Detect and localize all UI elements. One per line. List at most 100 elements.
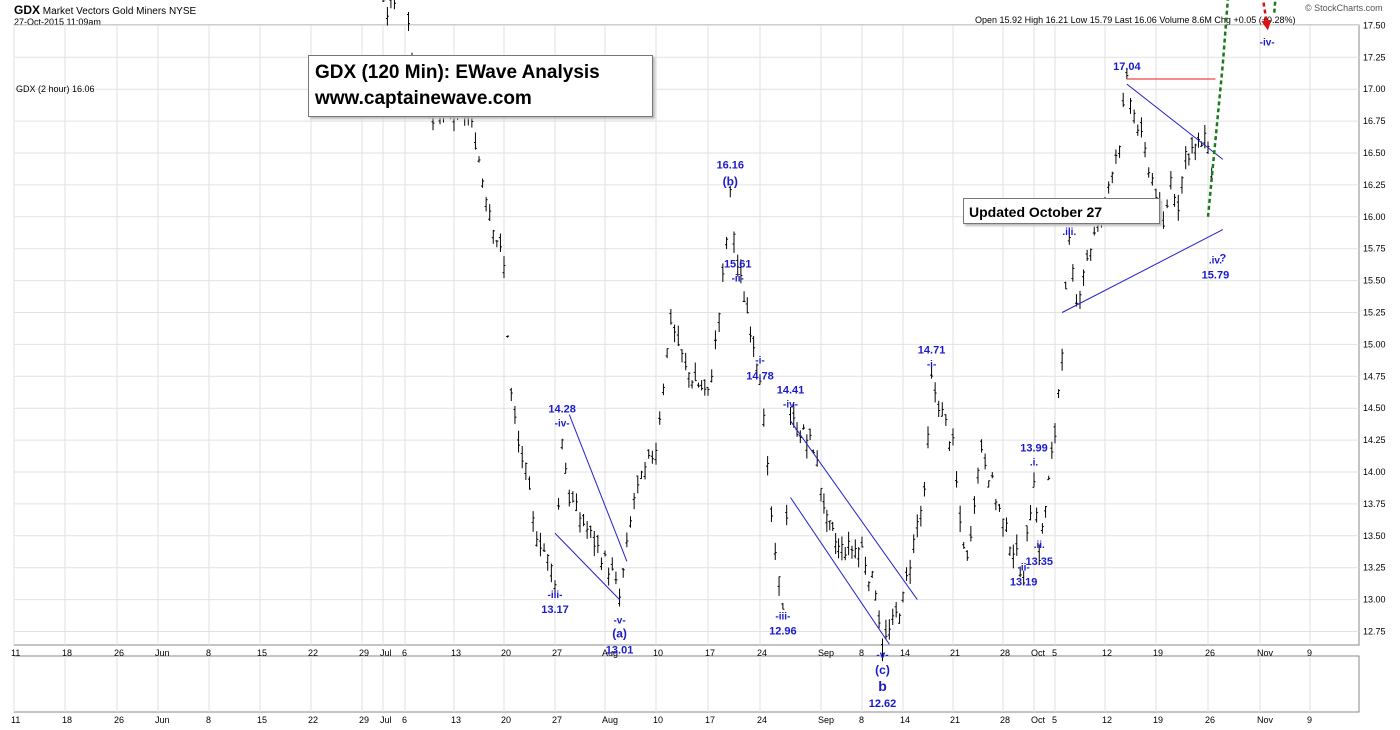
wave-label: .i.	[1030, 457, 1039, 468]
wave-label: 13.99	[1020, 442, 1048, 454]
x-tick-label: 24	[757, 715, 767, 725]
title-line-2: www.captainewave.com	[315, 88, 532, 109]
wave-label: 14.41	[777, 385, 805, 397]
wave-label: 13.17	[541, 604, 569, 616]
wave-label: -v-	[876, 650, 888, 661]
x-tick-label: 8	[206, 715, 211, 725]
x-tick-label: 22	[308, 648, 318, 658]
wave-label: 15.61	[724, 259, 752, 271]
wave-label: -i-	[755, 355, 764, 366]
triangle-line	[1061, 229, 1224, 313]
y-tick-label: 17.25	[1363, 52, 1386, 62]
chart-legend: GDX (2 hour) 16.06	[16, 84, 95, 94]
x-tick-label: Jun	[155, 648, 170, 658]
x-tick-label: 9	[1307, 715, 1312, 725]
x-tick-label: Jul	[380, 648, 392, 658]
wave-label: 16.16	[717, 159, 745, 171]
y-tick-label: 15.00	[1363, 339, 1386, 349]
wave-label: .ii.	[1034, 540, 1045, 551]
wave-label: 15.79	[1202, 270, 1230, 282]
x-tick-label: Aug	[602, 648, 618, 658]
y-tick-label: 13.50	[1363, 531, 1386, 541]
x-tick-label: 28	[1000, 648, 1010, 658]
y-tick-label: 13.75	[1363, 499, 1386, 509]
x-tick-label: Sep	[818, 715, 834, 725]
lower-panel	[13, 655, 1360, 713]
wave-label: -i-	[927, 359, 936, 370]
wave-label: 12.96	[769, 626, 797, 638]
low-value: 15.79	[1089, 15, 1113, 25]
x-tick-label: 15	[257, 648, 267, 658]
x-tick-label: 21	[950, 715, 960, 725]
projection-arrow-down	[1261, 0, 1272, 31]
y-tick-label: 12.75	[1363, 627, 1386, 637]
last-value: 16.06	[1134, 15, 1157, 25]
x-axis: 11 11 18 18 26 26 Jun Jun 8 8 15 15 22 22 29 29 Jul Jul 6 6…	[11, 648, 1312, 725]
y-tick-label: 17.50	[1363, 20, 1386, 30]
x-tick-label: Oct	[1031, 715, 1046, 725]
x-tick-label: 14	[900, 715, 910, 725]
wave-label: -iii-	[548, 590, 563, 601]
open-value: 15.92	[999, 15, 1023, 25]
low-label: Low	[1070, 15, 1088, 25]
x-tick-label: Jun	[155, 715, 170, 725]
wave-label: (a)	[612, 626, 627, 640]
symbol: GDX	[14, 3, 41, 17]
wave-label: -iv-	[555, 418, 570, 429]
x-tick-label: Aug	[602, 715, 618, 725]
wave-label: -ii-	[1018, 562, 1030, 573]
x-tick-label: Nov	[1257, 648, 1274, 658]
x-tick-label: 17	[705, 648, 715, 658]
wave-label: 17.04	[1113, 61, 1141, 73]
x-tick-label: 11	[11, 715, 20, 725]
wave-label: .iv.	[1209, 256, 1222, 267]
x-tick-label: 13	[451, 648, 461, 658]
y-tick-label: 14.25	[1363, 435, 1386, 445]
wave-label: -v-	[613, 615, 625, 626]
x-tick-label: 8	[859, 715, 864, 725]
volume-label: Volume	[1159, 15, 1190, 25]
high-value: 16.21	[1045, 15, 1069, 25]
wave-label: 14.78	[746, 370, 774, 382]
trend-lines	[554, 0, 1277, 645]
wave-label: -iii-	[775, 612, 790, 623]
x-tick-label: 20	[501, 715, 511, 725]
x-tick-label: 18	[62, 648, 72, 658]
updated-box: Updated October 27	[963, 198, 1160, 224]
y-tick-label: 14.50	[1363, 403, 1386, 413]
x-tick-label: 26	[1205, 648, 1215, 658]
y-tick-label: 16.75	[1363, 116, 1386, 126]
security-name: Market Vectors Gold Miners	[42, 6, 167, 17]
header-symbol-line: GDX Market Vectors Gold Miners NYSE	[14, 3, 196, 17]
x-tick-label: 8	[206, 648, 211, 658]
triangle-line	[568, 414, 628, 562]
price-panel	[13, 24, 1360, 646]
volume-value: 8.6M	[1191, 15, 1212, 25]
wave-label: (b)	[723, 174, 738, 188]
wave-label: 12.62	[869, 698, 897, 710]
open-label: Open	[975, 15, 998, 25]
triangle-line	[554, 532, 620, 600]
y-tick-label: 13.00	[1363, 595, 1386, 605]
x-tick-label: 29	[359, 648, 369, 658]
x-tick-label: 20	[501, 648, 511, 658]
y-axis: 12.75 13.00 13.25 13.50 13.75 14.00 14.25 14.50…	[1363, 20, 1386, 637]
x-tick-label: 27	[552, 648, 562, 658]
x-tick-label: Nov	[1257, 715, 1274, 725]
last-label: Last	[1114, 15, 1132, 25]
y-tick-label: 17.00	[1363, 84, 1386, 94]
y-tick-label: 13.25	[1363, 563, 1386, 573]
x-tick-label: 22	[308, 715, 318, 725]
x-tick-label: 6	[402, 648, 407, 658]
x-tick-label: 5	[1052, 648, 1057, 658]
x-tick-label: 9	[1307, 648, 1312, 658]
wave-label: -iv-	[1260, 37, 1275, 48]
x-tick-label: 19	[1153, 648, 1163, 658]
wave-label: 13.01	[606, 644, 634, 656]
x-tick-label: 26	[114, 715, 124, 725]
x-tick-label: 10	[653, 648, 663, 658]
y-tick-label: 16.00	[1363, 212, 1386, 222]
x-tick-label: 12	[1102, 715, 1112, 725]
wave-label: 13.35	[1025, 556, 1053, 568]
